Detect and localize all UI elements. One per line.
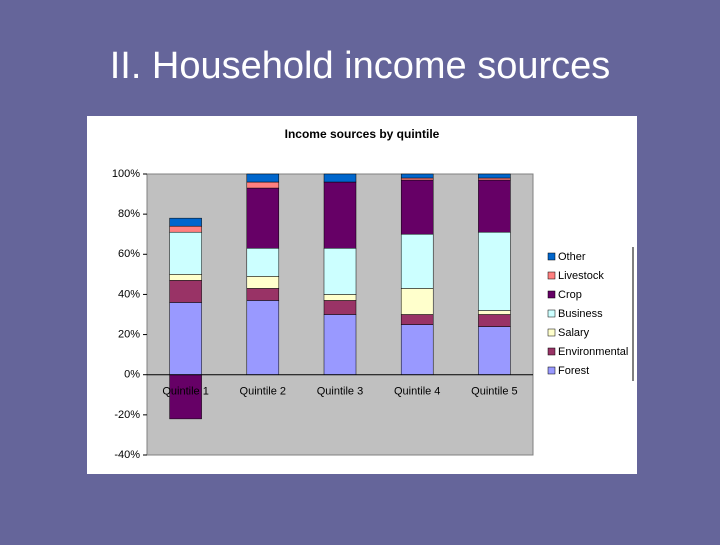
bar-segment [323, 181, 357, 249]
bar-segment [478, 314, 511, 327]
bar-segment [169, 225, 202, 233]
legend-label: Business [558, 308, 603, 320]
bar-segment [478, 326, 511, 375]
bar-segment [478, 310, 511, 315]
legend-swatch [547, 328, 556, 337]
slide-title: II. Household income sources [110, 45, 611, 87]
legend-label: Forest [558, 365, 589, 377]
y-tick-label: 0% [124, 369, 140, 381]
bar-segment [400, 288, 434, 315]
bar-segment [323, 248, 357, 295]
bar-segment [246, 181, 280, 189]
bar-segment [478, 231, 511, 311]
bar-segment [246, 276, 280, 289]
bar-segment [478, 173, 511, 179]
bar-segment [246, 288, 280, 301]
bar-segment [246, 300, 280, 375]
x-tick-label: Quintile 5 [471, 386, 517, 398]
legend-label: Livestock [558, 270, 604, 282]
y-tick-label: -20% [114, 409, 140, 421]
x-tick-label: Quintile 3 [317, 386, 363, 398]
bar-segment [169, 374, 202, 420]
bar-segment [323, 173, 357, 183]
bar-segment [400, 324, 434, 375]
legend-swatch [547, 252, 556, 261]
y-tick-label: 20% [118, 328, 140, 340]
chart-title: Income sources by quintile [285, 127, 440, 141]
bar-segment [169, 217, 202, 227]
legend-label: Salary [558, 327, 590, 339]
y-tick-label: -40% [114, 449, 140, 461]
bar-segment [246, 187, 280, 249]
legend-label: Environmental [558, 346, 628, 358]
legend-swatch [547, 347, 556, 356]
bar-segment [246, 248, 280, 277]
bar-segment [169, 302, 202, 375]
y-tick-label: 60% [118, 248, 140, 260]
bar-segment [478, 179, 511, 233]
bar-segment [169, 280, 202, 303]
x-tick-label: Quintile 4 [394, 386, 440, 398]
bar-segment [400, 173, 434, 179]
legend-swatch [547, 309, 556, 318]
bar-segment [323, 294, 357, 301]
bar-segment [323, 300, 357, 315]
y-tick-label: 80% [118, 208, 140, 220]
bar-segment [478, 177, 511, 181]
bar-segment [400, 179, 434, 235]
legend-swatch [547, 290, 556, 299]
x-tick-label: Quintile 2 [240, 386, 286, 398]
bar-segment [246, 173, 280, 183]
x-tick-label: Quintile 1 [162, 386, 208, 398]
y-tick-label: 40% [118, 288, 140, 300]
bar-segment [400, 314, 434, 325]
bar-segment [400, 177, 434, 181]
legend-swatch [547, 271, 556, 280]
y-tick-label: 100% [112, 168, 140, 180]
legend-label: Other [558, 251, 586, 263]
legend-swatch [547, 366, 556, 375]
bar-segment [169, 274, 202, 281]
legend-label: Crop [558, 289, 582, 301]
bar-segment [400, 233, 434, 289]
bar-segment [323, 314, 357, 375]
bar-segment [169, 231, 202, 275]
